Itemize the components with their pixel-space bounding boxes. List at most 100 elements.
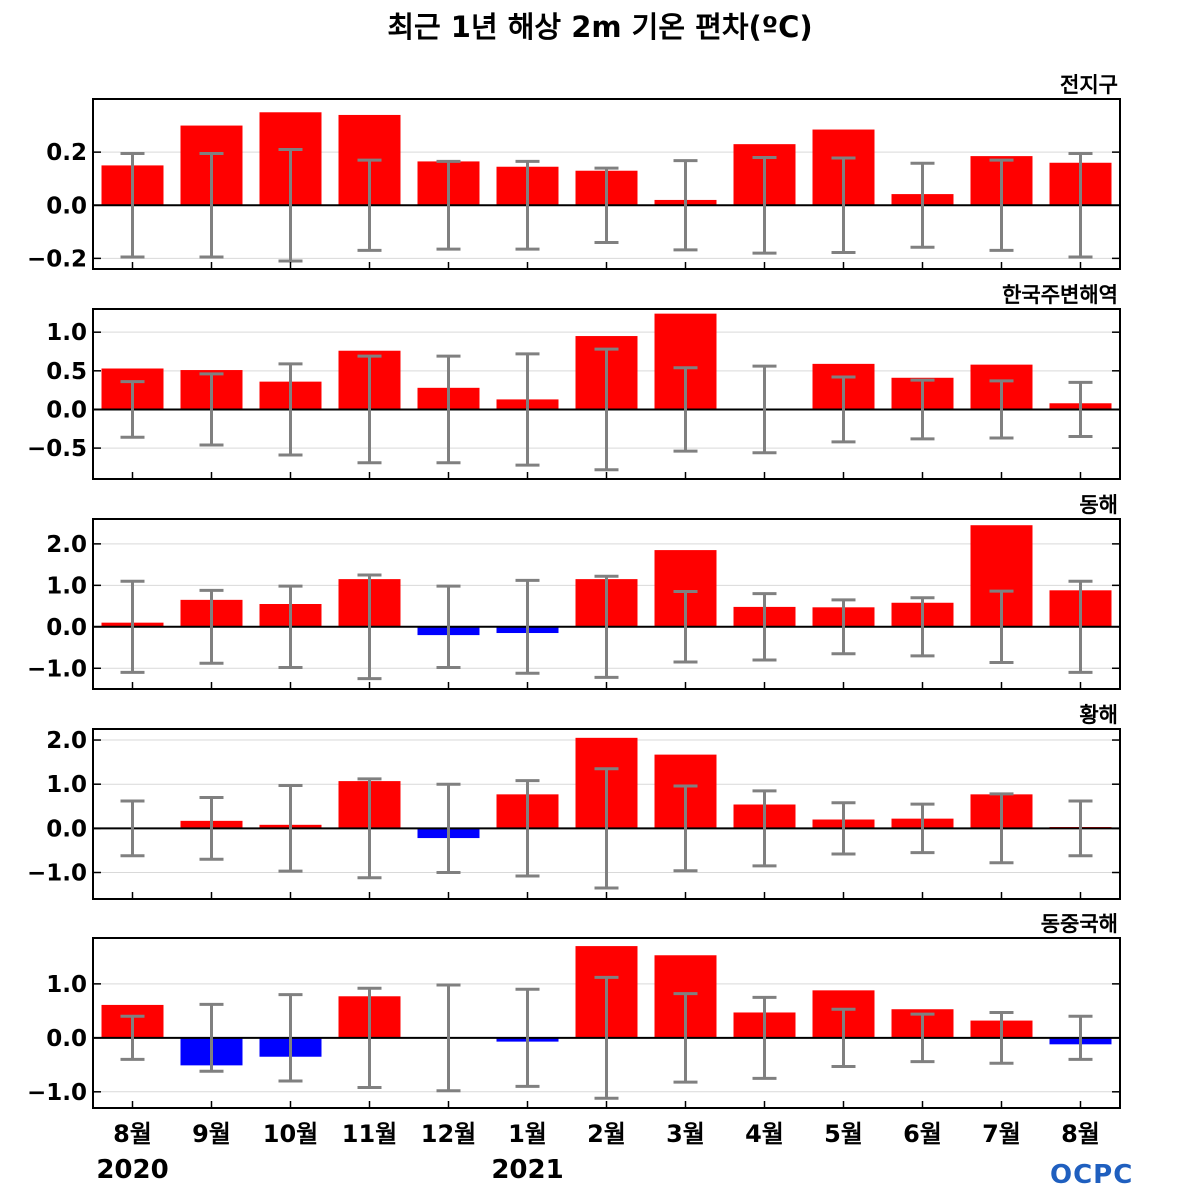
error-bar (199, 151, 224, 259)
error-bar (752, 789, 777, 868)
y-tick-label: −1.0 (27, 656, 87, 682)
error-bar (594, 767, 619, 890)
y-tick-label: 0.0 (46, 193, 87, 219)
panel-0: 전지구 −0.2 0.0 0.2 (27, 73, 1121, 272)
panel-label: 한국주변해역 (1002, 283, 1118, 307)
error-bar (989, 589, 1014, 664)
panel-4: 동중국해 −1.0 0.0 1.0 (27, 912, 1121, 1109)
error-bar (436, 159, 461, 251)
error-bar (436, 782, 461, 875)
panel-1: 한국주변해역 −0.5 0.0 0.5 1.0 (27, 283, 1121, 480)
error-bar (831, 801, 856, 856)
y-tick-label: −0.2 (27, 246, 87, 272)
error-bar (910, 378, 935, 441)
error-bar (357, 158, 382, 252)
error-bar (910, 596, 935, 658)
x-tick-label: 9월 (192, 1120, 231, 1148)
error-bar (436, 354, 461, 465)
error-bar (1068, 151, 1093, 259)
error-bar (515, 159, 540, 251)
x-tick-label: 6월 (903, 1120, 942, 1148)
x-tick-label: 10월 (263, 1120, 318, 1148)
error-bar (673, 159, 698, 252)
error-bar (673, 590, 698, 664)
error-bar (831, 375, 856, 444)
x-axis: 8월 9월 10월 11월 12월 1월 2월 3월 4월 5월 6월 7월 8월 2020 2021 (96, 1120, 1100, 1185)
error-bar (752, 155, 777, 255)
error-bar (594, 975, 619, 1100)
error-bar (357, 986, 382, 1089)
panels-layer: 전지구 −0.2 0.0 0.2 한국주변해역 −0.5 0.0 0.5 1.0 동해 −1.0 0.… (27, 73, 1121, 1109)
y-tick-label: 0.0 (46, 397, 87, 423)
panel-label: 동해 (1079, 493, 1118, 517)
error-bar (515, 352, 540, 467)
error-bar (594, 574, 619, 679)
panel-2: 동해 −1.0 0.0 1.0 2.0 (27, 493, 1121, 690)
x-tick-label: 12월 (421, 1120, 476, 1148)
error-bar (199, 795, 224, 861)
year-label: 2021 (491, 1155, 563, 1185)
y-tick-label: 1.0 (46, 320, 87, 346)
y-tick-label: 2.0 (46, 532, 87, 558)
error-bar (357, 777, 382, 880)
panel-3: 황해 −1.0 0.0 1.0 2.0 (27, 703, 1121, 900)
x-tick-label: 8월 (113, 1120, 152, 1148)
y-tick-label: 1.0 (46, 772, 87, 798)
error-bar (120, 579, 145, 674)
error-bar (594, 166, 619, 244)
x-tick-label: 5월 (824, 1120, 863, 1148)
x-tick-label: 1월 (508, 1120, 547, 1148)
error-bar (357, 573, 382, 681)
y-tick-label: 0.5 (46, 359, 87, 385)
error-bar (278, 147, 303, 263)
error-bar (1068, 799, 1093, 858)
error-bar (594, 347, 619, 472)
error-bar (199, 1002, 224, 1073)
panel-frame (92, 937, 1121, 1109)
y-tick-label: −1.0 (27, 1080, 87, 1106)
error-bar (752, 592, 777, 662)
error-bar (515, 987, 540, 1088)
y-tick-label: 1.0 (46, 573, 87, 599)
chart-title: 최근 1년 해상 2m 기온 편차(ºC) (387, 10, 813, 44)
x-tick-label: 2월 (587, 1120, 626, 1148)
panel-label: 동중국해 (1041, 912, 1118, 936)
error-bar (278, 362, 303, 457)
y-tick-label: 0.0 (46, 816, 87, 842)
panel-label: 황해 (1079, 703, 1118, 727)
x-tick-label: 7월 (982, 1120, 1021, 1148)
y-tick-label: 0.0 (46, 1026, 87, 1052)
error-bar (515, 578, 540, 675)
error-bar (831, 598, 856, 656)
error-bar (278, 584, 303, 669)
y-tick-label: −1.0 (27, 861, 87, 887)
error-bar (673, 992, 698, 1084)
y-tick-label: 0.2 (46, 140, 87, 166)
x-tick-label: 8월 (1061, 1120, 1100, 1148)
error-bar (673, 784, 698, 873)
panel-frame (92, 98, 1121, 270)
error-bar (989, 792, 1014, 865)
error-bar (910, 1012, 935, 1064)
y-tick-label: −0.5 (27, 436, 87, 462)
error-bar (120, 799, 145, 858)
error-bar (278, 784, 303, 873)
panel-frame (92, 308, 1121, 480)
y-tick-label: 1.0 (46, 972, 87, 998)
error-bar (752, 995, 777, 1080)
error-bar (120, 380, 145, 439)
y-tick-label: 0.0 (46, 615, 87, 641)
error-bar (120, 1014, 145, 1061)
x-tick-label: 3월 (666, 1120, 705, 1148)
panel-frame (92, 518, 1121, 690)
error-bar (673, 366, 698, 453)
x-tick-label: 11월 (342, 1120, 397, 1148)
panel-label: 전지구 (1060, 73, 1118, 97)
error-bar (752, 364, 777, 455)
panel-frame (92, 728, 1121, 900)
year-label: 2020 (96, 1155, 168, 1185)
error-bar (989, 158, 1014, 252)
error-bar (1068, 1014, 1093, 1061)
error-bar (989, 379, 1014, 440)
